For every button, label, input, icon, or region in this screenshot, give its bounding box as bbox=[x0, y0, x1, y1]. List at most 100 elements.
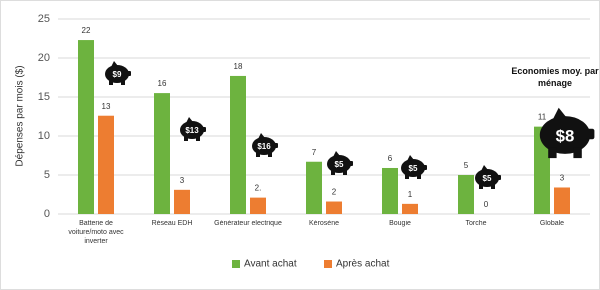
data-label: 1 bbox=[408, 190, 413, 199]
piggy-snout bbox=[274, 143, 278, 148]
bar bbox=[174, 189, 190, 214]
piggy-icon: $9 bbox=[105, 61, 131, 85]
legend-label: Avant achat bbox=[244, 259, 297, 270]
piggy-snout bbox=[423, 165, 427, 170]
legend-swatch bbox=[232, 260, 240, 268]
piggy-ear bbox=[111, 61, 118, 67]
x-tick-label-box: Réseau EDH bbox=[151, 220, 193, 227]
piggy-leg bbox=[109, 80, 113, 85]
piggy-leg bbox=[417, 174, 421, 179]
piggy-body bbox=[252, 137, 276, 155]
data-label: 3 bbox=[180, 176, 185, 185]
piggy-ear bbox=[333, 151, 340, 157]
x-tick-label-box: Torche bbox=[465, 220, 487, 227]
bar bbox=[534, 126, 550, 214]
piggy-body bbox=[180, 121, 204, 139]
data-label: 18 bbox=[234, 62, 243, 71]
piggy-snout bbox=[349, 161, 353, 166]
data-label: 2 bbox=[332, 188, 337, 197]
legend-swatch bbox=[324, 260, 332, 268]
piggy-icon: $5 bbox=[401, 155, 427, 179]
data-label: 6 bbox=[388, 154, 393, 163]
bar bbox=[98, 115, 114, 214]
savings-label: $13 bbox=[185, 126, 199, 135]
piggy-snout bbox=[127, 71, 131, 76]
x-tick-label: Globale bbox=[539, 220, 565, 227]
legend-label: Après achat bbox=[336, 259, 390, 270]
piggy-ear bbox=[258, 133, 265, 139]
x-tick-label-box: Générateur electrique bbox=[214, 220, 282, 227]
piggy-leg bbox=[405, 174, 409, 179]
bar bbox=[230, 75, 246, 214]
bar bbox=[250, 197, 266, 214]
data-label: 5 bbox=[464, 161, 469, 170]
savings-label: $8 bbox=[556, 127, 575, 146]
data-label: 16 bbox=[158, 79, 167, 88]
piggy-icon: $5 bbox=[475, 165, 501, 189]
x-tick-label: Torche bbox=[465, 220, 487, 227]
x-tick-label: Batterie de voiture/moto avec inverter bbox=[68, 220, 124, 245]
x-tick-label-box: Globale bbox=[539, 220, 565, 227]
piggy-body bbox=[105, 65, 129, 83]
data-label: 3 bbox=[560, 174, 565, 183]
savings-title: Economies moy. par ménage bbox=[511, 66, 599, 88]
piggy-leg bbox=[479, 184, 483, 189]
savings-title-box: Economies moy. par ménage bbox=[511, 66, 599, 88]
piggy-icon: $8 bbox=[539, 107, 595, 159]
piggy-snout bbox=[586, 128, 595, 140]
x-tick-label-box: Batterie de voiture/moto avec inverter bbox=[68, 220, 124, 245]
y-tick-label: 15 bbox=[38, 91, 50, 103]
x-tick-label: Générateur electrique bbox=[214, 220, 282, 227]
savings-label: $16 bbox=[257, 142, 271, 151]
piggy-leg bbox=[573, 147, 582, 159]
piggy-leg bbox=[548, 147, 557, 159]
bar bbox=[306, 161, 322, 214]
data-label: 22 bbox=[82, 26, 91, 35]
x-tick-label: Bougie bbox=[389, 220, 411, 227]
savings-label: $9 bbox=[113, 70, 122, 79]
piggy-ear bbox=[407, 155, 414, 161]
x-tick-label-box: Bougie bbox=[389, 220, 411, 227]
bar bbox=[458, 175, 474, 214]
bar bbox=[554, 187, 570, 214]
data-label: 13 bbox=[102, 102, 111, 111]
savings-label: $5 bbox=[483, 174, 492, 183]
piggy-leg bbox=[491, 184, 495, 189]
y-tick-label: 5 bbox=[44, 169, 50, 181]
piggy-ear bbox=[552, 107, 568, 121]
bar bbox=[154, 93, 170, 214]
bar bbox=[382, 167, 398, 214]
data-label: 2. bbox=[255, 184, 262, 193]
piggy-icon: $16 bbox=[252, 133, 278, 157]
piggy-body bbox=[401, 159, 425, 177]
piggy-body bbox=[327, 155, 351, 173]
data-label: 11 bbox=[538, 113, 547, 122]
bar bbox=[78, 40, 94, 215]
piggy-icon: $5 bbox=[327, 151, 353, 175]
piggy-leg bbox=[331, 170, 335, 175]
piggy-body bbox=[539, 116, 591, 154]
y-tick-label: 25 bbox=[38, 13, 50, 25]
piggy-leg bbox=[256, 152, 260, 157]
y-tick-label: 0 bbox=[44, 208, 50, 220]
savings-label: $5 bbox=[409, 164, 418, 173]
x-tick-label-box: Kérosène bbox=[309, 220, 339, 227]
y-axis-label: Dépenses par mois ($) bbox=[15, 65, 26, 166]
data-label: 0 bbox=[484, 200, 489, 209]
piggy-body bbox=[475, 169, 499, 187]
piggy-snout bbox=[497, 175, 501, 180]
piggy-leg bbox=[121, 80, 125, 85]
bar bbox=[326, 201, 342, 214]
savings-label: $5 bbox=[335, 160, 344, 169]
piggy-leg bbox=[268, 152, 272, 157]
piggy-ear bbox=[481, 165, 488, 171]
piggy-leg bbox=[343, 170, 347, 175]
piggy-leg bbox=[196, 136, 200, 141]
bar bbox=[402, 203, 418, 214]
piggy-snout bbox=[202, 127, 206, 132]
piggy-icon: $13 bbox=[180, 117, 206, 141]
x-tick-label: Réseau EDH bbox=[151, 220, 193, 227]
y-tick-label: 10 bbox=[38, 130, 50, 142]
x-tick-label: Kérosène bbox=[309, 220, 339, 227]
